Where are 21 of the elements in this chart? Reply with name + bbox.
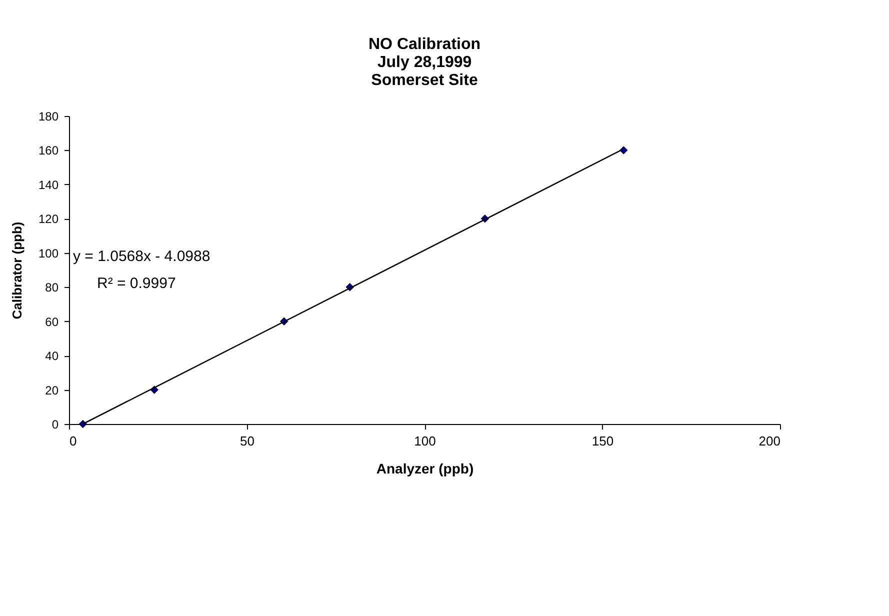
annotation: R² = 0.9997 bbox=[97, 275, 176, 292]
y-tick-label: 160 bbox=[38, 144, 59, 158]
point bbox=[619, 146, 628, 154]
y-tick-label: 60 bbox=[45, 314, 59, 329]
y-axis-title: Calibrator (ppb) bbox=[9, 222, 24, 320]
x-tick-label: 0 bbox=[70, 434, 77, 448]
y-tick-label: 40 bbox=[45, 349, 59, 364]
y-tick-label: 100 bbox=[38, 246, 59, 260]
x-tick-label: 200 bbox=[758, 434, 780, 448]
y-tick-label: 180 bbox=[38, 110, 59, 124]
y-tick-label: 80 bbox=[45, 280, 59, 295]
x-axis-title: Analyzer (ppb) bbox=[376, 460, 474, 476]
y-tick-label: 120 bbox=[38, 212, 59, 226]
y-tick-label: 140 bbox=[38, 178, 59, 192]
x-tick-label: 100 bbox=[414, 434, 436, 448]
y-tick-label: 0 bbox=[52, 418, 59, 432]
x-tick-label: 150 bbox=[592, 434, 614, 448]
y-tick-label: 20 bbox=[45, 383, 59, 398]
annotation: y = 1.0568x - 4.0988 bbox=[73, 248, 210, 265]
chart-title: NO Calibration July 28,1999 Somerset Site bbox=[368, 36, 481, 89]
x-tick-label: 50 bbox=[240, 434, 254, 448]
